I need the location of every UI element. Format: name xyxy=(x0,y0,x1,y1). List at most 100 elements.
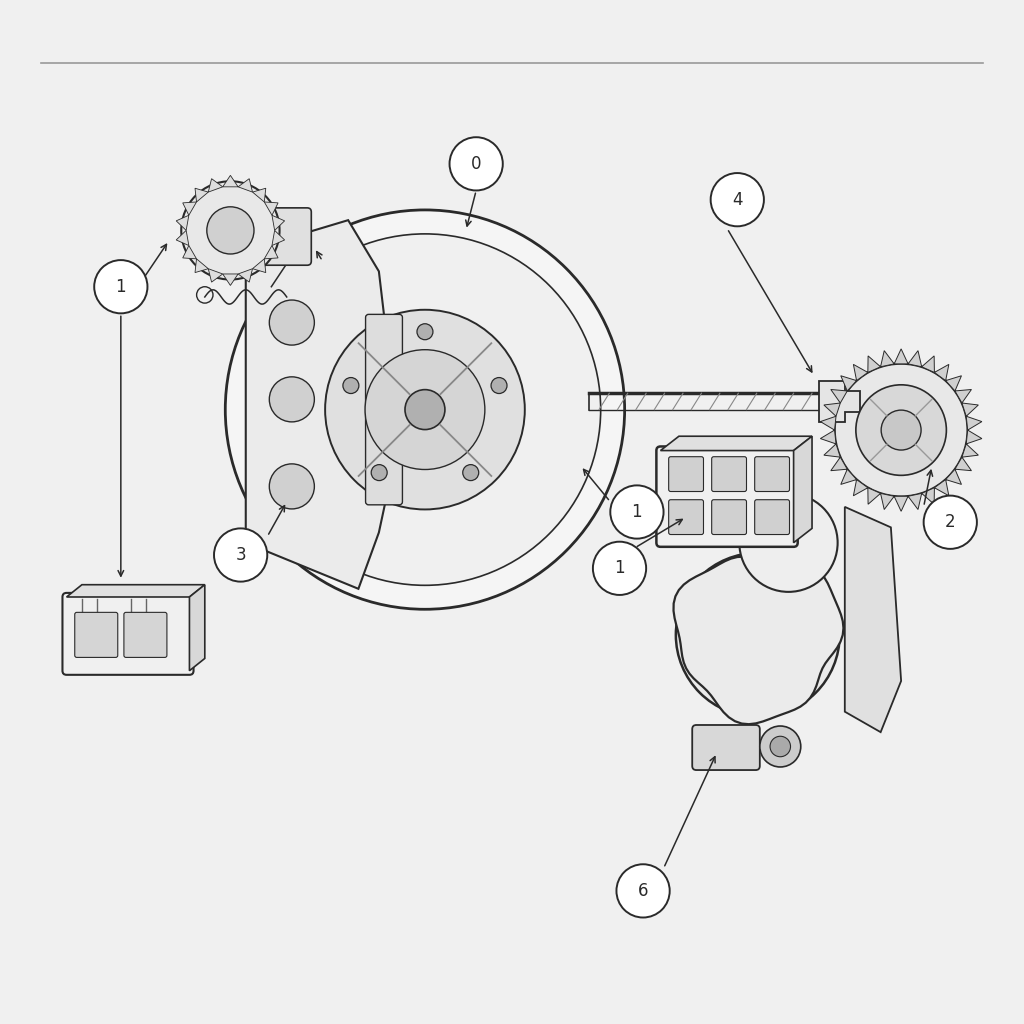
Polygon shape xyxy=(176,215,188,230)
Polygon shape xyxy=(195,259,208,272)
Circle shape xyxy=(181,181,280,280)
Circle shape xyxy=(94,260,147,313)
Circle shape xyxy=(269,377,314,422)
Polygon shape xyxy=(674,557,844,724)
Circle shape xyxy=(593,542,646,595)
Circle shape xyxy=(371,465,387,480)
Circle shape xyxy=(269,300,314,345)
Text: 1: 1 xyxy=(632,503,642,521)
Polygon shape xyxy=(67,585,205,597)
Circle shape xyxy=(770,736,791,757)
Circle shape xyxy=(835,364,968,497)
Polygon shape xyxy=(841,376,857,391)
Polygon shape xyxy=(246,220,394,589)
FancyBboxPatch shape xyxy=(692,725,760,770)
Polygon shape xyxy=(824,403,841,416)
Polygon shape xyxy=(830,457,847,471)
FancyBboxPatch shape xyxy=(669,457,703,492)
Text: 3: 3 xyxy=(236,546,246,564)
Polygon shape xyxy=(868,356,881,373)
Circle shape xyxy=(856,385,946,475)
Polygon shape xyxy=(794,436,812,543)
Polygon shape xyxy=(182,246,197,259)
Circle shape xyxy=(214,528,267,582)
Text: 2: 2 xyxy=(945,513,955,531)
Polygon shape xyxy=(176,230,188,246)
Polygon shape xyxy=(820,416,836,430)
Circle shape xyxy=(463,465,479,480)
Circle shape xyxy=(760,726,801,767)
Polygon shape xyxy=(253,188,266,202)
FancyBboxPatch shape xyxy=(75,612,118,657)
Circle shape xyxy=(450,137,503,190)
Polygon shape xyxy=(845,507,901,732)
Polygon shape xyxy=(967,430,982,444)
FancyBboxPatch shape xyxy=(656,446,798,547)
Circle shape xyxy=(225,210,625,609)
Text: 4: 4 xyxy=(732,190,742,209)
Polygon shape xyxy=(239,178,253,193)
FancyBboxPatch shape xyxy=(62,593,194,675)
Circle shape xyxy=(343,378,358,393)
Polygon shape xyxy=(264,202,279,215)
Text: 6: 6 xyxy=(638,882,648,900)
Circle shape xyxy=(739,494,838,592)
Polygon shape xyxy=(239,268,253,283)
Circle shape xyxy=(711,173,764,226)
Circle shape xyxy=(616,864,670,918)
Circle shape xyxy=(249,233,601,586)
Circle shape xyxy=(492,378,507,393)
Polygon shape xyxy=(962,444,978,457)
Polygon shape xyxy=(272,230,285,246)
Circle shape xyxy=(404,390,444,430)
Circle shape xyxy=(207,207,254,254)
FancyBboxPatch shape xyxy=(712,500,746,535)
Polygon shape xyxy=(819,381,860,422)
Polygon shape xyxy=(208,178,222,193)
Polygon shape xyxy=(894,497,908,511)
Polygon shape xyxy=(945,376,962,391)
Polygon shape xyxy=(922,356,934,373)
Polygon shape xyxy=(272,215,285,230)
Polygon shape xyxy=(881,494,894,510)
Polygon shape xyxy=(908,494,922,510)
FancyBboxPatch shape xyxy=(755,500,790,535)
Text: 1: 1 xyxy=(116,278,126,296)
Polygon shape xyxy=(894,349,908,364)
FancyBboxPatch shape xyxy=(124,612,167,657)
Polygon shape xyxy=(253,259,266,272)
Text: 1: 1 xyxy=(614,559,625,578)
Polygon shape xyxy=(955,457,972,471)
Polygon shape xyxy=(195,188,208,202)
FancyBboxPatch shape xyxy=(669,500,703,535)
Polygon shape xyxy=(934,479,949,496)
Polygon shape xyxy=(945,469,962,484)
Polygon shape xyxy=(189,585,205,671)
Polygon shape xyxy=(824,444,841,457)
Polygon shape xyxy=(962,403,978,416)
Circle shape xyxy=(326,309,524,510)
Polygon shape xyxy=(660,436,812,451)
Circle shape xyxy=(417,324,433,340)
Polygon shape xyxy=(841,469,857,484)
Polygon shape xyxy=(955,389,972,403)
Polygon shape xyxy=(264,246,279,259)
Text: 0: 0 xyxy=(471,155,481,173)
Polygon shape xyxy=(853,479,867,496)
FancyBboxPatch shape xyxy=(366,314,402,505)
FancyBboxPatch shape xyxy=(755,457,790,492)
Circle shape xyxy=(924,496,977,549)
Polygon shape xyxy=(853,365,868,381)
Circle shape xyxy=(610,485,664,539)
Polygon shape xyxy=(222,175,239,186)
Circle shape xyxy=(881,411,922,451)
Polygon shape xyxy=(934,365,949,381)
Polygon shape xyxy=(922,487,934,504)
Polygon shape xyxy=(830,389,847,403)
FancyBboxPatch shape xyxy=(712,457,746,492)
Polygon shape xyxy=(908,350,922,367)
Polygon shape xyxy=(222,274,239,286)
FancyBboxPatch shape xyxy=(247,208,311,265)
Polygon shape xyxy=(820,430,836,444)
Polygon shape xyxy=(208,268,222,283)
